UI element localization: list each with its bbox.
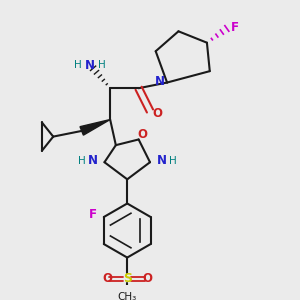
Text: O: O: [137, 128, 147, 141]
Text: CH₃: CH₃: [118, 292, 137, 300]
Text: H: H: [98, 61, 106, 70]
Text: O: O: [152, 107, 162, 120]
Text: S: S: [123, 272, 132, 285]
Text: F: F: [89, 208, 97, 221]
Text: H: H: [74, 61, 81, 70]
Text: H: H: [169, 156, 177, 166]
Text: H: H: [78, 156, 86, 166]
Text: F: F: [231, 20, 239, 34]
Text: N: N: [156, 154, 167, 167]
Text: N: N: [88, 154, 98, 167]
Polygon shape: [80, 119, 110, 135]
Text: O: O: [142, 272, 152, 285]
Text: N: N: [155, 75, 165, 88]
Text: O: O: [102, 272, 112, 285]
Text: N: N: [85, 59, 95, 72]
